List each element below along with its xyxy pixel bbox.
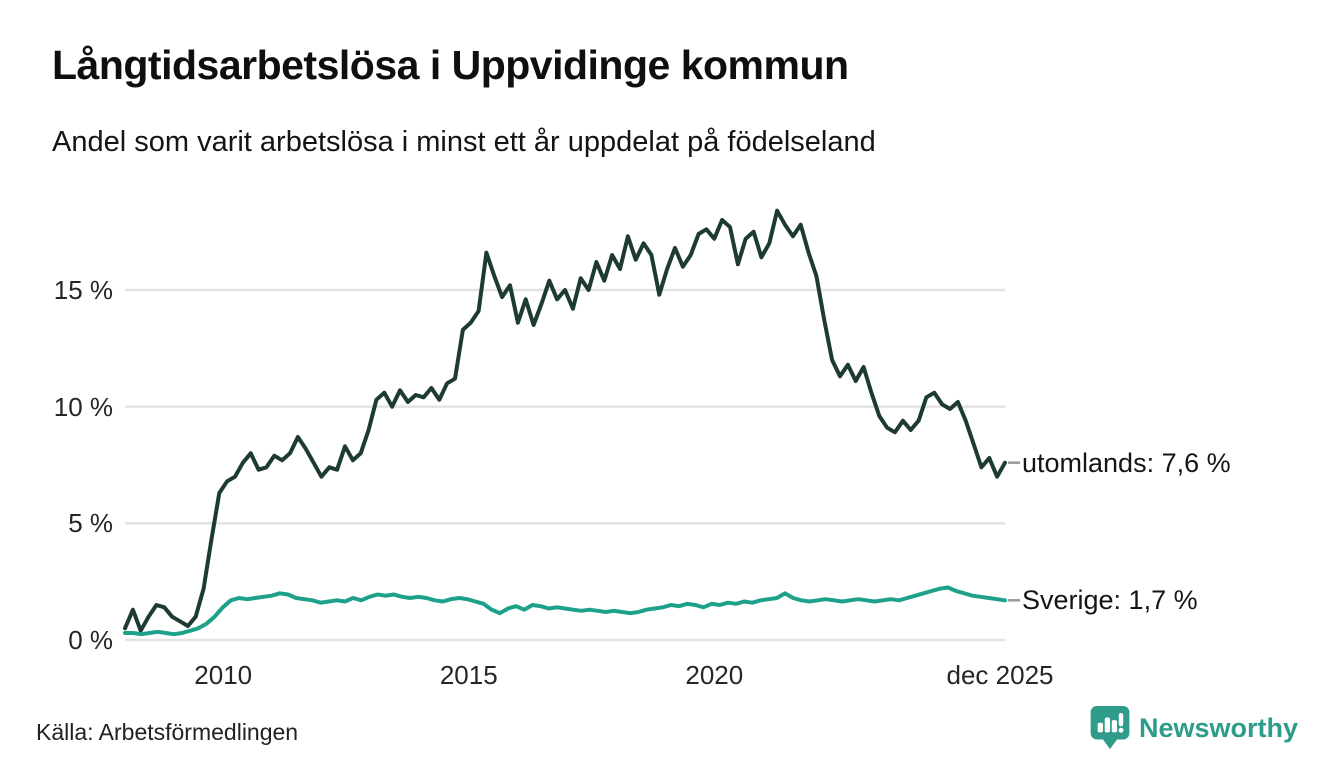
page-title: Långtidsarbetslösa i Uppvidinge kommun (52, 42, 849, 88)
y-axis-label: 5 % (68, 508, 113, 539)
x-axis-label: 2020 (685, 660, 744, 690)
series-label-sverige: Sverige: 1,7 % (1022, 585, 1198, 616)
newsworthy-brand-name: Newsworthy (1138, 713, 1298, 743)
y-axis-label: 15 % (53, 275, 113, 305)
newsworthy-logo[interactable]: Newsworthy (1090, 706, 1298, 750)
series-label-utomlands: utomlands: 7,6 % (1022, 447, 1231, 478)
page-subtitle: Andel som varit arbetslösa i minst ett å… (52, 126, 876, 158)
series-line-utomlands (123, 208, 1007, 633)
series-line-Sverige (123, 585, 1007, 637)
source-note: Källa: Arbetsförmedlingen (36, 719, 299, 745)
y-axis-label: 10 % (53, 391, 113, 422)
x-axis-label: 2015 (439, 660, 498, 690)
y-axis-label: 0 % (68, 625, 113, 655)
x-axis-label: 2010 (194, 660, 253, 690)
x-axis-label: dec 2025 (946, 660, 1054, 690)
newsworthy-pin-icon (1090, 706, 1130, 750)
